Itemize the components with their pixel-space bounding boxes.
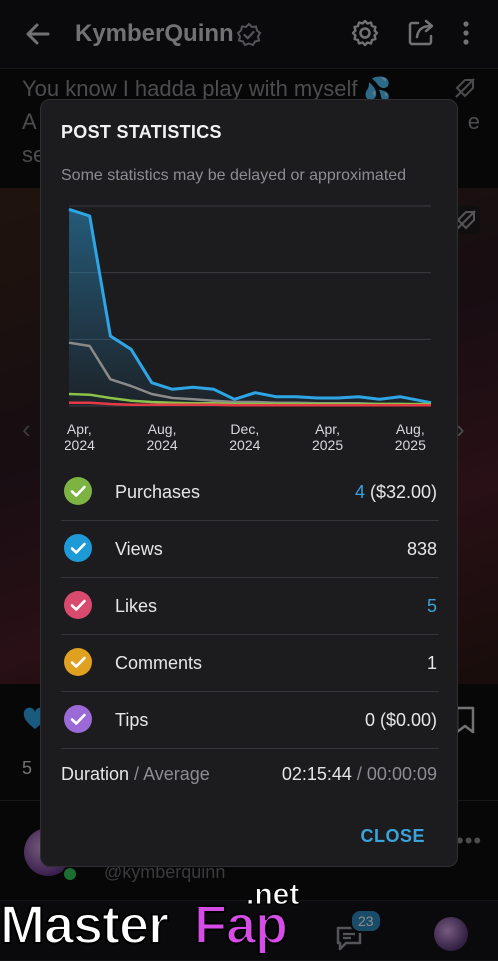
free-tag-icon[interactable]	[453, 76, 477, 100]
verified-badge-icon	[236, 22, 262, 47]
stat-value: 4 ($32.00)	[354, 482, 437, 502]
more-horizontal-icon[interactable]: •••	[456, 828, 483, 853]
statistics-chart: Apr, 2024 Aug, 2024 Dec, 2024 Apr, 2025 Aug, 2025	[65, 205, 432, 453]
duration-value: 02:15:44 / 00:00:09	[281, 764, 437, 784]
x-tick-label: Dec, 2024	[229, 421, 260, 453]
series-line-0	[68, 207, 432, 405]
watermark: Master Fap .net	[0, 878, 310, 960]
post-statistics-dialog: POST STATISTICS Some statistics may be d…	[40, 99, 458, 867]
check-circle-icon[interactable]	[64, 534, 92, 562]
series-line-2	[68, 392, 431, 406]
stat-row-tips: Tips 0 ($0.00)	[61, 692, 439, 749]
stat-label: Purchases	[115, 482, 201, 502]
profile-name[interactable]: KymberQuinn	[75, 20, 234, 47]
stat-value: 5	[426, 596, 437, 616]
gear-icon[interactable]	[350, 18, 380, 48]
x-tick-label: Apr, 2024	[65, 421, 95, 453]
x-tick-label: Aug, 2025	[395, 421, 426, 453]
check-circle-icon[interactable]	[64, 591, 92, 619]
check-circle-icon[interactable]	[64, 705, 92, 733]
arrow-left-icon[interactable]	[22, 18, 54, 50]
chat-badge: 23	[350, 909, 382, 933]
close-button[interactable]: CLOSE	[360, 826, 425, 846]
likes-count: 5	[22, 758, 33, 778]
series-area	[69, 209, 431, 406]
stat-value: 0 ($0.00)	[364, 710, 437, 730]
stat-value: 838	[406, 539, 437, 559]
stat-label: Likes	[115, 596, 158, 616]
bottom-nav: 23	[0, 900, 498, 961]
watermark-part-1: Master	[0, 894, 170, 956]
caption-line-1: You know I hadda play with myself 💦	[22, 76, 391, 101]
top-bar: KymberQuinn	[0, 0, 498, 69]
stat-row-comments: Comments 1	[61, 635, 439, 692]
online-indicator	[62, 866, 78, 882]
stat-label: Views	[115, 539, 163, 559]
stat-row-views: Views 838	[61, 521, 439, 578]
check-circle-icon[interactable]	[64, 477, 92, 505]
series-line-3	[69, 401, 431, 407]
check-circle-icon[interactable]	[64, 648, 92, 676]
profile-avatar[interactable]	[434, 917, 468, 951]
dialog-subtitle: Some statistics may be delayed or approx…	[61, 167, 407, 184]
x-tick-label: Apr, 2025	[312, 421, 343, 453]
stat-row-purchases: Purchases 4 ($32.00)	[61, 464, 439, 521]
stat-value: 1	[426, 653, 437, 673]
tag-slash-icon[interactable]	[452, 206, 480, 234]
stat-label: Tips	[115, 710, 149, 730]
share-icon[interactable]	[406, 18, 436, 48]
duration-label: Duration / Average	[61, 764, 210, 784]
x-tick-label: Aug, 2024	[147, 421, 178, 453]
stat-row-likes: Likes 5	[61, 578, 439, 635]
chevron-left-icon[interactable]: ‹	[22, 414, 31, 444]
stat-label: Comments	[115, 653, 203, 673]
caption-line-3: se	[22, 142, 46, 167]
chevron-right-icon[interactable]: ›	[456, 414, 465, 444]
dialog-title: POST STATISTICS	[61, 122, 222, 142]
more-vertical-icon[interactable]	[456, 18, 476, 48]
watermark-part-3: .net	[245, 878, 300, 912]
watermark-part-2: Fap	[193, 894, 289, 956]
author-handle[interactable]: @kymberquinn	[104, 862, 226, 882]
